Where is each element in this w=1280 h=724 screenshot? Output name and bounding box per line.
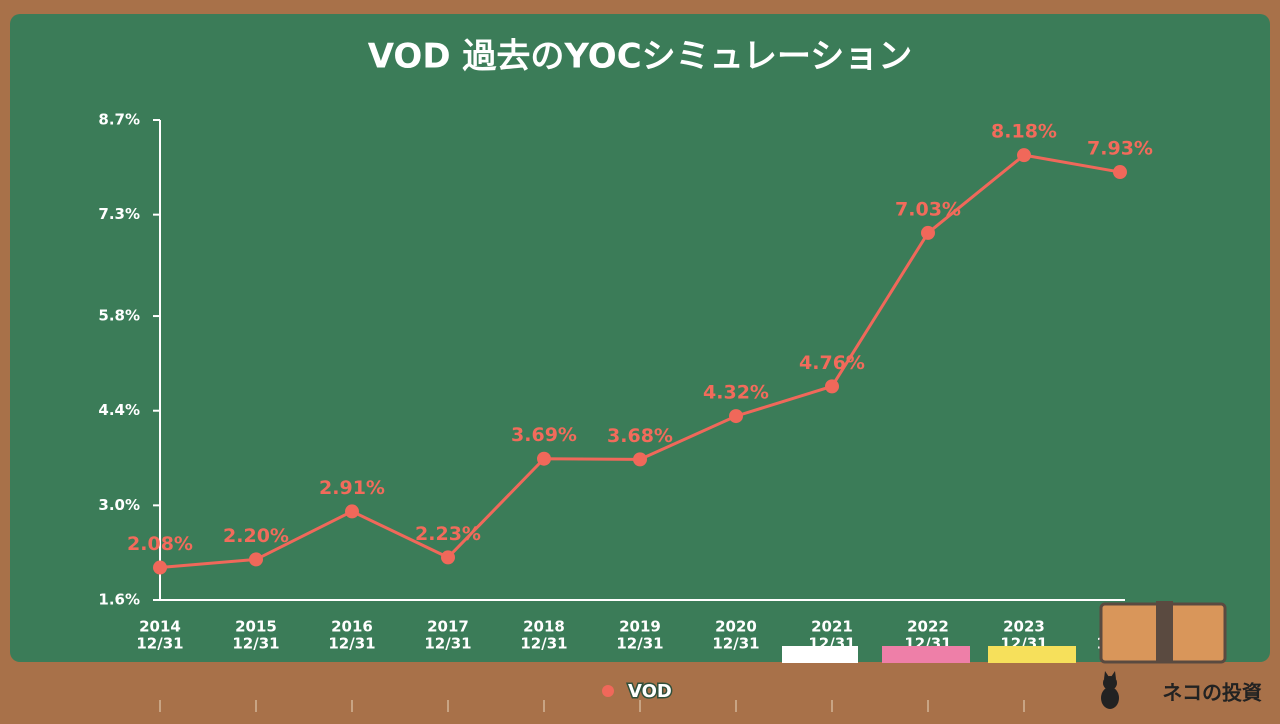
data-point: [1113, 165, 1127, 180]
x-tick-label: 12/31: [328, 635, 375, 653]
x-tick-label: 2021: [811, 618, 853, 636]
data-point: [537, 451, 551, 466]
y-tick-label: 3.0%: [98, 496, 140, 514]
x-tick-label: 2023: [1003, 618, 1045, 636]
value-label: 7.03%: [895, 198, 961, 220]
y-tick-label: 4.4%: [98, 401, 140, 419]
x-tick-label: 2015: [235, 618, 277, 636]
chalk-pink: [882, 646, 970, 663]
cat-icon: [1101, 671, 1119, 709]
value-label: 4.76%: [799, 352, 865, 374]
x-tick-label: 2018: [523, 618, 565, 636]
x-tick-label: 12/31: [232, 635, 279, 653]
plot: 1.6%3.0%4.4%5.8%7.3%8.7%201412/31201512/…: [98, 111, 1153, 653]
value-label: 2.08%: [127, 533, 193, 555]
value-label: 3.69%: [511, 424, 577, 446]
value-label: 3.68%: [607, 425, 673, 447]
y-tick-label: 1.6%: [98, 591, 140, 609]
data-point: [345, 504, 359, 519]
value-label: 4.32%: [703, 382, 769, 404]
x-tick-label: 2014: [139, 618, 181, 636]
eraser: [1099, 601, 1227, 664]
data-point: [1017, 148, 1031, 163]
x-tick-label: 12/31: [712, 635, 759, 653]
legend-marker: [602, 685, 614, 697]
legend-label: VOD: [628, 681, 672, 702]
data-point: [633, 452, 647, 467]
x-tick-label: 2016: [331, 618, 373, 636]
y-tick-label: 5.8%: [98, 307, 140, 325]
data-point: [729, 409, 743, 424]
x-tick-label: 12/31: [616, 635, 663, 653]
chalkboard: [10, 14, 1270, 662]
x-tick-label: 2022: [907, 618, 949, 636]
data-point: [249, 552, 263, 567]
data-point: [921, 225, 935, 240]
y-tick-label: 7.3%: [98, 205, 140, 223]
value-label: 8.18%: [991, 121, 1057, 143]
chalk-white: [782, 646, 858, 663]
x-tick-label: 12/31: [424, 635, 471, 653]
x-tick-label: 12/31: [136, 635, 183, 653]
ruler-ticks: [159, 700, 1025, 712]
x-tick-label: 2019: [619, 618, 661, 636]
value-label: 2.91%: [319, 477, 385, 499]
data-point: [441, 550, 455, 565]
y-tick-label: 8.7%: [98, 111, 140, 129]
x-tick-label: 2020: [715, 618, 757, 636]
x-tick-label: 12/31: [520, 635, 567, 653]
chart-title: VOD 過去のYOCシミュレーション: [368, 37, 913, 77]
x-tick-label: 2017: [427, 618, 469, 636]
data-point: [153, 560, 167, 575]
chalk-yellow: [988, 646, 1076, 663]
value-label: 2.20%: [223, 525, 289, 547]
data-point: [825, 379, 839, 394]
value-label: 2.23%: [415, 523, 481, 545]
value-label: 7.93%: [1087, 138, 1153, 160]
watermark: ネコの投資: [1162, 681, 1262, 705]
